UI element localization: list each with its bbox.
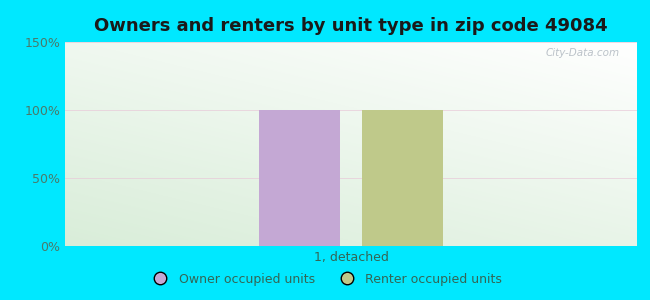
Bar: [259, 110, 339, 246]
Title: Owners and renters by unit type in zip code 49084: Owners and renters by unit type in zip c…: [94, 17, 608, 35]
Text: City-Data.com: City-Data.com: [546, 48, 620, 58]
Legend: Owner occupied units, Renter occupied units: Owner occupied units, Renter occupied un…: [143, 268, 507, 291]
Bar: [363, 110, 443, 246]
